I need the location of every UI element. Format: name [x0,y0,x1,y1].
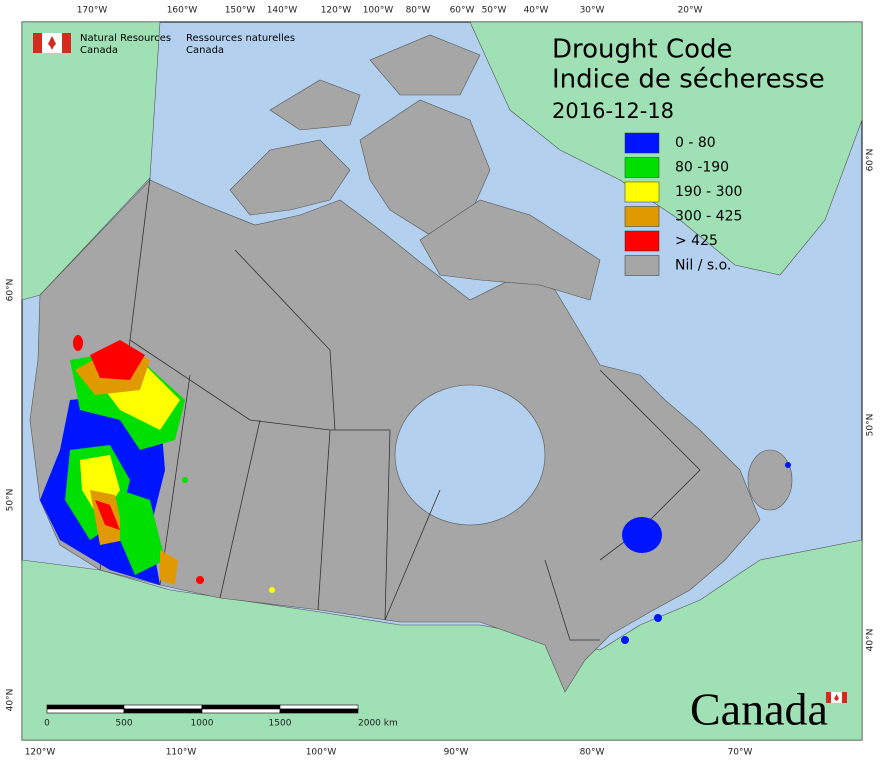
wordmark-flag [826,692,847,703]
graticule-label: 60°N [866,149,876,172]
graticule-label: 120°W [321,6,352,16]
legend-swatch [624,132,660,154]
title: Indice de sécheresse [552,65,825,95]
land [21,21,863,741]
area [785,462,791,468]
flag-leaf [834,694,839,701]
legend-swatch [624,181,660,203]
scale-label: 0 [44,719,50,729]
graticule-label: 50°W [482,6,507,16]
graticule-label: 80°W [580,748,605,758]
border [219,419,261,599]
graticule-label: 50°N [6,489,16,512]
area [654,614,662,622]
wordmark: Canada [690,684,828,735]
scale-label: 1500 [269,719,292,729]
canada [29,179,761,693]
title: Drought Code [552,35,733,65]
legend-label: 80 -190 [675,160,729,176]
graticule-label: 80°W [406,6,431,16]
scale-bar [201,708,281,714]
date: 2016-12-18 [552,99,674,123]
scale-label: 1000 [191,719,214,729]
border [159,374,191,586]
legend-label: Nil / s.o. [675,258,731,274]
graticule-label: 90°W [444,748,469,758]
org-en: Natural Resources [80,33,171,44]
area [160,550,178,585]
border [384,429,441,621]
flag-bar [33,33,42,53]
border [234,249,336,431]
flag-bar [826,692,831,703]
graticule-label: 20°W [678,6,703,16]
scale-bar [279,708,359,714]
flag-bar [62,33,71,53]
graticule-label: 60°N [6,279,16,302]
org-en: Canada [80,45,118,56]
graticule-label: 50°N [866,414,876,437]
area [269,587,275,593]
legend-swatch [624,255,660,276]
border [129,339,390,431]
area [622,517,662,553]
area [196,576,204,584]
scale-bar [279,704,359,710]
ellesmere [369,34,481,96]
hudson-bay [394,384,546,526]
legend-label: 300 - 425 [675,209,742,225]
graticule-label: 60°W [450,6,475,16]
area [73,335,83,351]
graticule-label: 140°W [267,6,298,16]
baffin [419,199,601,301]
graticule-label: 70°W [728,748,753,758]
greenland [469,21,863,276]
scale-bar [201,704,281,710]
org-fr: Canada [186,45,224,56]
scale-label: 2000 km [358,719,398,729]
graticule-label: 100°W [306,748,337,758]
graticule-label: 160°W [167,6,198,16]
flag-leaf [48,36,56,50]
scale-bar [123,704,203,710]
alaska [21,21,161,301]
flag [33,33,71,53]
newfoundland [747,449,793,511]
area [90,340,145,380]
graticule-label: 110°W [166,748,197,758]
area [182,477,188,483]
arctic-island [229,139,351,216]
border [317,429,331,611]
graticule-label: 40°N [866,629,876,652]
graticule-label: 120°W [25,748,56,758]
scale-bar [46,708,125,714]
legend-label: > 425 [675,233,718,249]
border [544,559,600,641]
legend-label: 190 - 300 [675,184,742,200]
graticule-label: 40°N [6,689,16,712]
arctic-island [269,79,361,131]
area [95,500,120,530]
scale-label: 500 [115,719,132,729]
graticule-label: 150°W [225,6,256,16]
legend-swatch [624,157,660,178]
area [120,490,165,575]
graticule-label: 100°W [363,6,394,16]
area [621,636,629,644]
scale-bar [46,704,125,710]
legend-swatch [624,206,660,227]
org-fr: Ressources naturelles [186,33,295,44]
flag-bar [842,692,847,703]
graticule-label: 170°W [77,6,108,16]
scale-bar [123,708,203,714]
graticule-label: 40°W [524,6,549,16]
graticule-label: 30°W [580,6,605,16]
drought-areas [40,335,791,644]
legend-swatch [624,230,660,252]
legend-label: 0 - 80 [675,135,716,151]
